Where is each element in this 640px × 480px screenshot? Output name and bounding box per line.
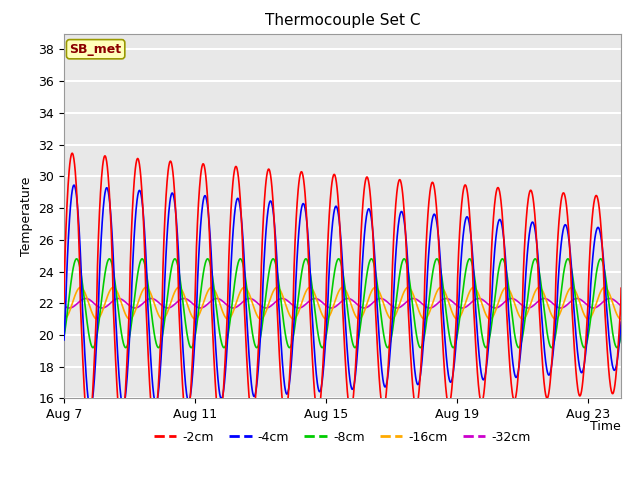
-2cm [314,411,321,417]
Line: -16cm: -16cm [64,288,640,319]
X-axis label: Time: Time [590,420,621,433]
-4cm [60,337,68,343]
-2cm [60,300,68,306]
-32cm [475,296,483,301]
-2cm [440,355,447,361]
Legend: -2cm, -4cm, -8cm, -16cm, -32cm: -2cm, -4cm, -8cm, -16cm, -32cm [149,426,536,449]
-16cm [374,287,382,293]
-4cm [374,323,382,329]
Line: -4cm: -4cm [64,185,640,408]
-32cm [323,303,330,309]
-16cm [339,285,346,290]
-2cm [323,255,331,261]
-16cm [440,287,447,292]
Line: -8cm: -8cm [64,259,640,348]
-4cm [70,182,77,188]
Y-axis label: Temperature: Temperature [20,176,33,256]
-8cm [568,271,576,276]
-32cm [569,297,577,303]
Line: -32cm: -32cm [64,299,640,308]
-8cm [630,256,637,262]
-4cm [95,271,103,277]
-8cm [60,334,68,339]
-32cm [492,305,499,311]
Line: -2cm: -2cm [64,153,640,430]
-8cm [439,282,447,288]
Text: SB_met: SB_met [70,43,122,56]
Title: Thermocouple Set C: Thermocouple Set C [265,13,420,28]
-2cm [68,150,76,156]
-16cm [313,297,321,303]
-4cm [86,406,94,411]
-16cm [60,316,68,322]
-2cm [84,427,92,432]
-8cm [323,331,330,336]
-4cm [440,317,447,323]
-4cm [314,383,321,388]
-4cm [323,311,331,317]
-2cm [569,324,577,329]
-2cm [95,209,103,215]
-4cm [569,288,577,294]
-16cm [323,316,331,322]
-16cm [569,285,577,291]
-32cm [60,303,68,309]
-32cm [439,297,447,302]
-8cm [374,285,381,290]
-16cm [323,316,330,322]
-8cm [313,324,321,329]
-32cm [313,296,321,302]
-2cm [374,362,382,368]
-32cm [95,304,102,310]
-32cm [374,296,381,302]
-8cm [95,320,102,325]
-16cm [95,315,102,321]
